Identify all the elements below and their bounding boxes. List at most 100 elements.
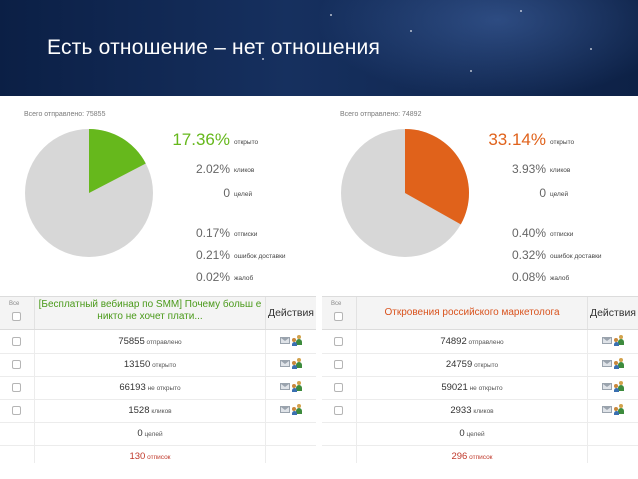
row-select-cell [0,376,35,399]
row-stat-label: отписок [469,454,493,461]
row-stat-value: 130 [129,451,146,462]
row-checkbox[interactable] [334,360,343,369]
row-checkbox[interactable] [12,337,21,346]
users-icon[interactable] [614,358,625,369]
actions-header: Действия [587,297,638,329]
metric-label: кликов [234,167,255,174]
row-stat-value: 0 [459,428,465,439]
pie-slice-opened [89,129,146,193]
metric-row: 33.14% открыто [458,130,638,154]
users-icon[interactable] [614,381,625,392]
row-stat-value: 296 [451,451,468,462]
row-checkbox[interactable] [12,406,21,415]
row-checkbox[interactable] [12,360,21,369]
row-select-cell [322,353,357,376]
users-icon-part [614,411,619,415]
campaign-title-link[interactable]: [Бесплатный вебинар по SMM] Почему больш… [38,299,262,322]
metric-label: отписки [550,231,574,238]
row-stat-value: 24759 [445,359,473,370]
row-checkbox[interactable] [334,406,343,415]
metric-label: открыто [234,139,259,146]
row-stat-label: отправлено [468,339,504,346]
envelope-icon[interactable] [602,337,612,344]
row-stat: 74892 отправлено [358,336,586,347]
metric-value: 3.93% [511,162,546,176]
row-stat-label: не открыто [469,385,503,392]
envelope-icon[interactable] [280,383,290,390]
right-open-pie [341,129,469,257]
metric-label: жалоб [550,275,570,282]
users-icon-part [619,404,623,408]
metric-value: 0.17% [195,226,230,240]
users-icon-part [292,407,296,411]
users-icon-part [297,358,301,362]
campaign-title-link[interactable]: Откровения российского маркетолога [384,307,560,318]
metric-value: 0.21% [195,248,230,262]
row-stat-value: 59021 [441,382,468,393]
row-select-cell [0,422,35,445]
row-stat-label: целей [466,431,485,438]
row-actions-cell [265,353,316,376]
users-icon[interactable] [614,335,625,346]
row-stat: 0 целей [36,428,264,439]
users-icon-part [614,338,618,342]
metric-label: ошибок доставки [550,253,602,260]
row-checkbox[interactable] [334,337,343,346]
select-all-cell: Все [0,297,35,329]
users-icon-part [292,365,297,369]
row-stat-label: кликов [151,408,172,415]
metric-value: 0 [223,186,230,200]
users-icon-part [292,342,297,346]
select-all-checkbox[interactable] [12,312,21,321]
users-icon[interactable] [292,335,303,346]
row-stat-label: открыто [474,362,499,369]
envelope-icon[interactable] [280,360,290,367]
row-actions-cell [265,330,316,353]
star-dot [520,10,522,12]
users-icon-part [292,384,296,388]
table-row: 75855 отправлено [0,330,316,354]
users-icon[interactable] [292,358,303,369]
row-stat: 75855 отправлено [36,336,264,347]
metric-label: отписки [234,231,258,238]
row-stat: 66193 не открыто [36,382,264,393]
row-actions-cell [265,399,316,422]
row-actions-cell [587,376,638,399]
users-icon[interactable] [292,381,303,392]
users-icon-part [618,408,624,414]
row-stat-value: 75855 [118,336,145,347]
row-actions-cell [265,445,316,465]
table-header: Все [Бесплатный вебинар по SMM] Почему б… [0,297,316,330]
row-stat: 2933 кликов [358,405,586,416]
metric-row: 0.32% ошибок доставки [458,248,638,268]
envelope-icon[interactable] [602,360,612,367]
users-icon-part [296,408,302,414]
table-row: 1528 кликов [0,399,316,423]
envelope-icon[interactable] [280,406,290,413]
row-checkbox[interactable] [12,383,21,392]
users-icon[interactable] [292,404,303,415]
users-icon-part [614,407,618,411]
users-icon-part [618,339,624,345]
row-stat: 130 отписок [36,451,264,462]
users-icon-part [618,385,624,391]
envelope-icon[interactable] [602,383,612,390]
users-icon-part [619,381,623,385]
star-dot [470,70,472,72]
users-icon-part [297,381,301,385]
table-row: 59021 не открыто [322,376,638,400]
actions-header: Действия [265,297,316,329]
row-stat-label: открыто [152,362,177,369]
envelope-icon[interactable] [280,337,290,344]
select-all-checkbox[interactable] [334,312,343,321]
users-icon-part [296,385,302,391]
row-stat-label: отправлено [146,339,182,346]
users-icon-part [292,388,297,392]
users-icon-part [614,342,619,346]
users-icon[interactable] [614,404,625,415]
slide-title: Есть отношение – нет отношения [47,36,381,59]
metric-row: 3.93% кликов [458,162,638,182]
envelope-icon[interactable] [602,406,612,413]
row-checkbox[interactable] [334,383,343,392]
metric-value: 0.02% [195,270,230,284]
